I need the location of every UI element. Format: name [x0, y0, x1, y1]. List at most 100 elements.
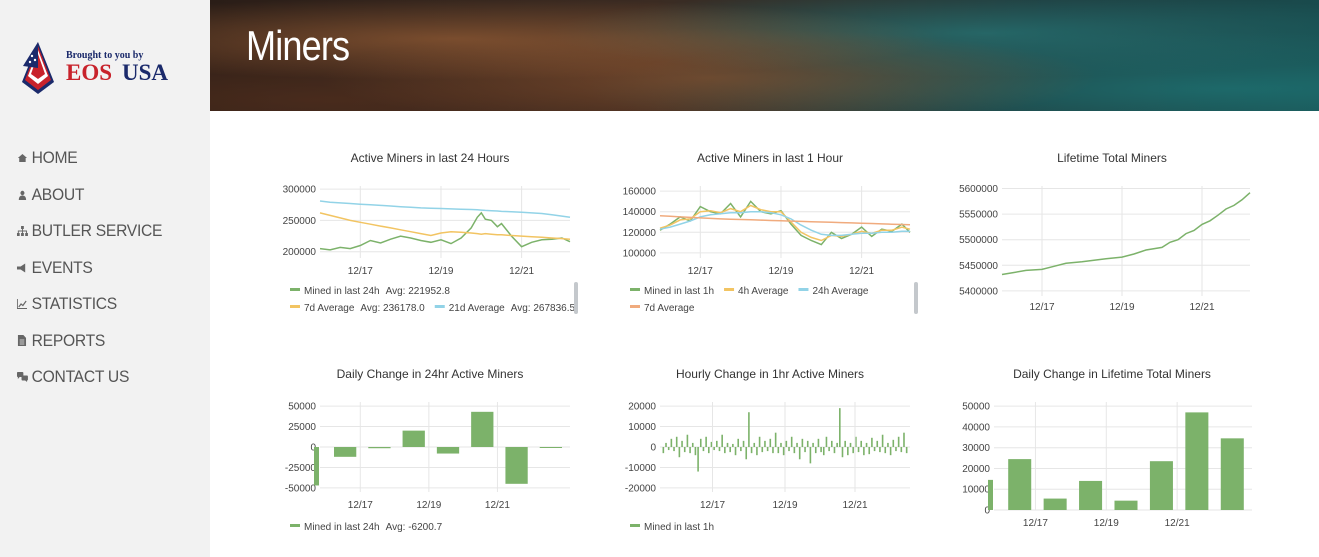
bar	[471, 411, 494, 447]
bar	[697, 447, 699, 472]
user-icon	[16, 188, 28, 201]
sitemap-icon	[16, 225, 28, 238]
chart-title: Active Miners in last 24 Hours	[351, 151, 510, 165]
y-tick-label: 200000	[283, 247, 317, 258]
bar	[761, 447, 764, 453]
y-tick-label: -10000	[625, 463, 657, 474]
x-tick-label: 12/21	[849, 266, 874, 277]
bar	[740, 447, 742, 452]
bar	[871, 437, 873, 447]
series-line-3	[659, 215, 911, 226]
bar	[788, 447, 790, 452]
y-tick-label: 100000	[623, 248, 657, 259]
bar	[881, 434, 884, 447]
y-tick-label: 10000	[962, 485, 990, 496]
x-tick-label: 12/19	[772, 500, 797, 511]
bar	[764, 440, 766, 447]
x-tick-label: 12/17	[1023, 518, 1048, 529]
eosusa-logo[interactable]: Brought to you by EOS USA	[18, 38, 178, 98]
legend-avg: Avg: 267836.5	[511, 303, 576, 314]
bar	[804, 447, 806, 453]
nav-home[interactable]: HOME	[16, 140, 162, 177]
legend-swatch[interactable]	[630, 305, 640, 308]
series-line-2	[319, 200, 571, 219]
legend-swatch[interactable]	[290, 288, 300, 291]
y-tick-label: 50000	[288, 402, 316, 413]
legend-label: 4h Average	[738, 286, 789, 297]
legend-label: Mined in last 24h	[304, 522, 380, 533]
nav-butler-service-label: BUTLER SERVICE	[31, 221, 163, 241]
bar	[903, 432, 905, 447]
bar	[836, 442, 838, 447]
legend-swatch[interactable]	[630, 524, 640, 527]
bar	[822, 447, 825, 456]
nav-contact-us-label: CONTACT US	[31, 367, 130, 387]
bar	[769, 438, 772, 447]
bar	[860, 440, 863, 447]
bar	[734, 447, 737, 456]
line-chart-icon	[16, 298, 28, 311]
bar	[868, 447, 871, 455]
nav-events[interactable]: EVENTS	[16, 250, 162, 287]
y-tick-label: 40000	[962, 422, 990, 433]
x-tick-label: 12/19	[416, 500, 441, 511]
legend-label: 7d Average	[644, 303, 695, 314]
bar	[814, 447, 817, 454]
bar	[707, 447, 710, 454]
legend-scrollbar[interactable]	[574, 282, 578, 314]
bar	[737, 438, 740, 447]
legend-swatch[interactable]	[630, 288, 640, 291]
nav-reports[interactable]: REPORTS	[16, 323, 162, 360]
bar	[895, 447, 897, 452]
bar	[809, 447, 812, 464]
y-tick-label: 0	[310, 443, 316, 454]
y-tick-label: 25000	[288, 422, 316, 433]
x-tick-label: 12/21	[842, 500, 867, 511]
y-tick-label: -25000	[285, 463, 317, 474]
bar	[683, 447, 686, 453]
nav-contact-us[interactable]: CONTACT US	[16, 359, 162, 396]
y-tick-label: 5600000	[959, 184, 998, 195]
legend-label: Mined in last 24h	[304, 286, 380, 297]
bar	[777, 447, 780, 454]
bar	[876, 440, 879, 447]
bar	[1149, 461, 1173, 510]
bar	[785, 440, 788, 447]
chart-hourly-change-1h: Hourly Change in 1hr Active Miners -20000…	[620, 362, 920, 542]
y-tick-label: -20000	[625, 483, 657, 494]
bar	[830, 440, 833, 447]
chart-daily-change-lifetime: Daily Change in Lifetime Total Miners 0 10…	[962, 362, 1262, 542]
bar	[857, 447, 860, 453]
nav-butler-service[interactable]: BUTLER SERVICE	[16, 213, 162, 250]
chart-daily-change-24h: Daily Change in 24hr Active Miners -50000…	[280, 362, 580, 542]
bar	[1185, 412, 1209, 510]
legend-swatch[interactable]	[290, 305, 300, 308]
bar	[691, 442, 694, 447]
bar	[748, 412, 750, 447]
bar	[699, 438, 702, 447]
home-icon	[16, 152, 28, 165]
legend-swatch[interactable]	[434, 305, 445, 308]
legend-swatch[interactable]	[724, 288, 735, 291]
legend-swatch[interactable]	[798, 288, 809, 291]
bar	[726, 442, 729, 447]
y-tick-label: 20000	[628, 402, 656, 413]
bar	[892, 439, 895, 447]
document-icon	[16, 334, 28, 347]
bar	[782, 447, 785, 456]
y-tick-label: 140000	[623, 207, 657, 218]
bar	[863, 447, 865, 456]
bar	[694, 447, 697, 456]
series-line-0	[1001, 192, 1251, 276]
nav-statistics[interactable]: STATISTICS	[16, 286, 162, 323]
bar	[793, 447, 796, 454]
bar	[798, 447, 801, 460]
legend-swatch[interactable]	[290, 524, 300, 527]
bar	[713, 447, 715, 451]
bar	[806, 440, 809, 447]
legend-scrollbar[interactable]	[914, 282, 918, 314]
bar	[1220, 438, 1244, 510]
legend-label: 24h Average	[812, 286, 868, 297]
nav-about[interactable]: ABOUT	[16, 177, 162, 214]
nav-statistics-label: STATISTICS	[31, 294, 118, 314]
